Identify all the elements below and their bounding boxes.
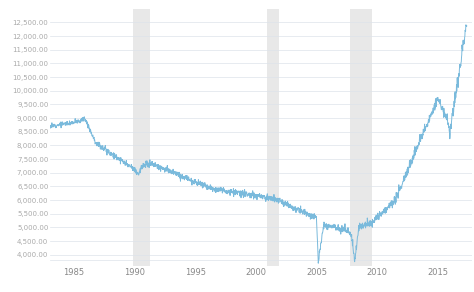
- Bar: [267, 9, 279, 266]
- Bar: [133, 9, 150, 266]
- Bar: [350, 9, 372, 266]
